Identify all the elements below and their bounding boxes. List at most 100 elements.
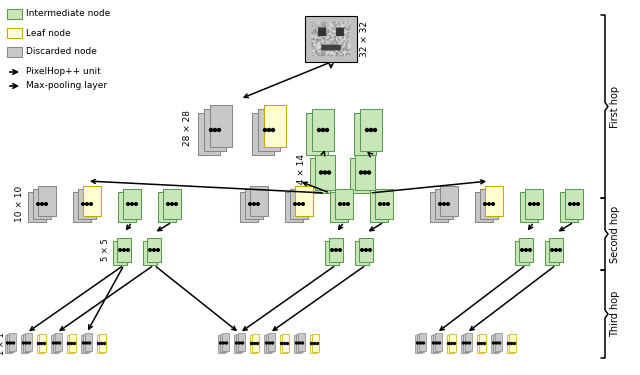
Polygon shape: [218, 335, 225, 353]
Circle shape: [422, 342, 424, 344]
Circle shape: [374, 129, 376, 132]
Polygon shape: [315, 155, 335, 190]
Circle shape: [70, 342, 72, 345]
Circle shape: [511, 342, 513, 345]
Circle shape: [269, 342, 271, 344]
Circle shape: [361, 249, 364, 251]
Polygon shape: [479, 334, 486, 352]
Circle shape: [379, 203, 381, 205]
Circle shape: [365, 249, 367, 251]
Polygon shape: [355, 241, 369, 265]
Circle shape: [463, 342, 465, 344]
Polygon shape: [33, 189, 51, 219]
Circle shape: [225, 342, 227, 344]
Polygon shape: [435, 189, 453, 219]
Circle shape: [339, 203, 341, 205]
Polygon shape: [295, 186, 313, 216]
Circle shape: [335, 249, 337, 251]
Polygon shape: [250, 335, 257, 353]
Text: 5 × 5: 5 × 5: [102, 238, 111, 261]
Circle shape: [447, 203, 449, 205]
Polygon shape: [350, 158, 370, 193]
Circle shape: [525, 249, 527, 251]
Circle shape: [86, 342, 88, 344]
Polygon shape: [330, 192, 348, 222]
Polygon shape: [83, 186, 101, 216]
Circle shape: [532, 203, 535, 205]
Circle shape: [438, 342, 440, 344]
Polygon shape: [117, 238, 131, 262]
Polygon shape: [491, 335, 498, 353]
Polygon shape: [306, 113, 328, 155]
Polygon shape: [329, 238, 343, 262]
Polygon shape: [236, 334, 243, 352]
Polygon shape: [419, 333, 426, 351]
Circle shape: [417, 342, 419, 344]
Circle shape: [559, 249, 561, 251]
Circle shape: [367, 171, 371, 174]
Polygon shape: [360, 109, 382, 151]
Circle shape: [280, 342, 282, 345]
Polygon shape: [264, 335, 271, 353]
Circle shape: [317, 342, 319, 345]
Polygon shape: [280, 335, 287, 353]
Circle shape: [328, 171, 330, 174]
Circle shape: [550, 249, 554, 251]
Circle shape: [264, 129, 266, 132]
Circle shape: [451, 342, 452, 345]
Polygon shape: [240, 192, 258, 222]
Circle shape: [239, 342, 241, 344]
Circle shape: [294, 203, 296, 205]
Polygon shape: [461, 335, 468, 353]
Circle shape: [323, 171, 326, 174]
Polygon shape: [37, 335, 44, 353]
Polygon shape: [463, 334, 470, 352]
Circle shape: [266, 342, 268, 344]
Circle shape: [319, 171, 323, 174]
Text: Discarded node: Discarded node: [26, 48, 97, 57]
Polygon shape: [39, 334, 46, 352]
Circle shape: [131, 203, 133, 205]
Circle shape: [365, 129, 369, 132]
Circle shape: [342, 203, 346, 205]
Circle shape: [284, 342, 285, 345]
Polygon shape: [359, 238, 373, 262]
Polygon shape: [417, 334, 424, 352]
Circle shape: [387, 203, 389, 205]
Circle shape: [298, 203, 300, 205]
Polygon shape: [28, 192, 46, 222]
Circle shape: [537, 203, 540, 205]
Polygon shape: [525, 189, 543, 219]
Circle shape: [175, 203, 177, 205]
Circle shape: [52, 342, 54, 344]
Polygon shape: [53, 334, 60, 352]
Circle shape: [433, 342, 435, 344]
Circle shape: [369, 129, 372, 132]
Polygon shape: [549, 238, 563, 262]
Polygon shape: [25, 333, 32, 351]
Polygon shape: [78, 189, 96, 219]
Circle shape: [529, 203, 531, 205]
Polygon shape: [99, 334, 106, 352]
Text: 10 × 10: 10 × 10: [15, 186, 24, 222]
Circle shape: [83, 342, 84, 344]
Polygon shape: [7, 47, 22, 57]
Polygon shape: [7, 334, 14, 352]
Circle shape: [148, 249, 151, 251]
Polygon shape: [7, 9, 22, 19]
Circle shape: [253, 342, 255, 345]
Circle shape: [477, 342, 479, 345]
Polygon shape: [354, 113, 376, 155]
Text: 32 × 32: 32 × 32: [360, 21, 369, 57]
Circle shape: [250, 342, 253, 345]
Circle shape: [513, 342, 515, 345]
Circle shape: [44, 342, 45, 345]
Circle shape: [310, 342, 312, 345]
Polygon shape: [312, 109, 334, 151]
Polygon shape: [252, 113, 274, 155]
Polygon shape: [485, 186, 503, 216]
Polygon shape: [435, 333, 442, 351]
Circle shape: [573, 203, 575, 205]
Polygon shape: [9, 333, 16, 351]
Circle shape: [38, 342, 40, 345]
